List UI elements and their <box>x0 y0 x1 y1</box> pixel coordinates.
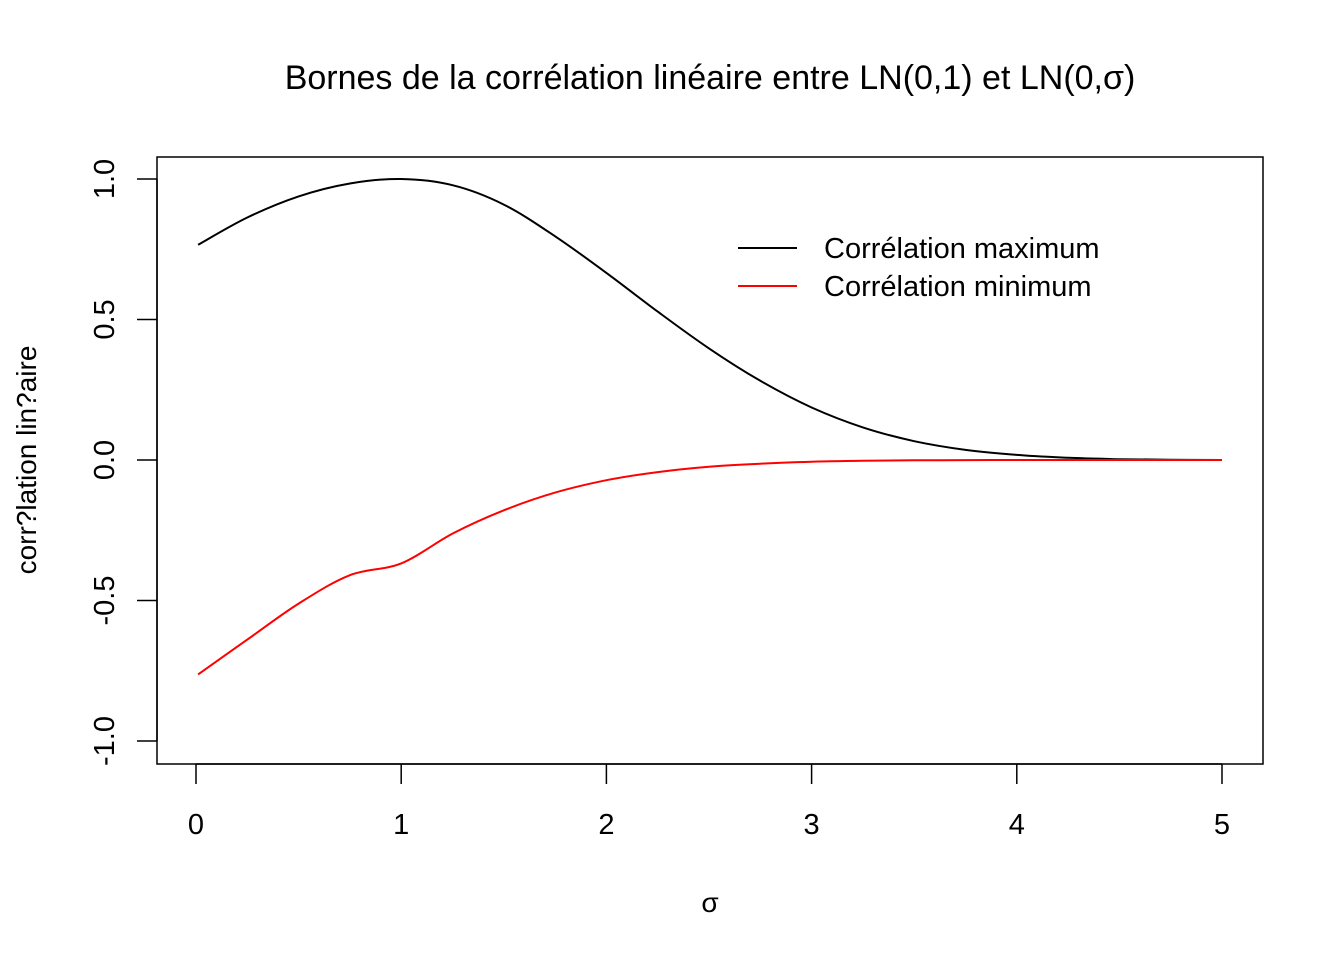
series-layer <box>197 177 1223 676</box>
y-tick-label: 0.0 <box>89 440 121 480</box>
x-tick-label: 0 <box>188 809 204 841</box>
x-axis: 0 1 2 3 4 5 <box>188 763 1230 841</box>
series-line-maximum <box>197 177 1223 461</box>
legend-label-minimum: Corrélation minimum <box>824 271 1092 303</box>
x-axis-label: σ <box>701 887 718 918</box>
x-tick-label: 1 <box>393 809 409 841</box>
y-tick-label: 0.5 <box>89 299 121 339</box>
x-tick-label: 2 <box>598 809 614 841</box>
chart-title: Bornes de la corrélation linéaire entre … <box>285 59 1136 97</box>
y-tick-label: -0.5 <box>89 576 121 626</box>
y-axis-label: corr?lation lin?aire <box>11 346 42 575</box>
x-tick-label: 3 <box>804 809 820 841</box>
y-tick-label: -1.0 <box>89 716 121 766</box>
x-tick-label: 4 <box>1009 809 1025 841</box>
legend: Corrélation maximum Corrélation minimum <box>738 233 1100 303</box>
series-line-minimum <box>197 459 1222 676</box>
y-tick-label: 1.0 <box>89 159 121 199</box>
legend-label-maximum: Corrélation maximum <box>824 233 1100 265</box>
x-tick-label: 5 <box>1214 809 1230 841</box>
y-axis: -1.0 -0.5 0.0 0.5 1.0 <box>89 159 158 766</box>
